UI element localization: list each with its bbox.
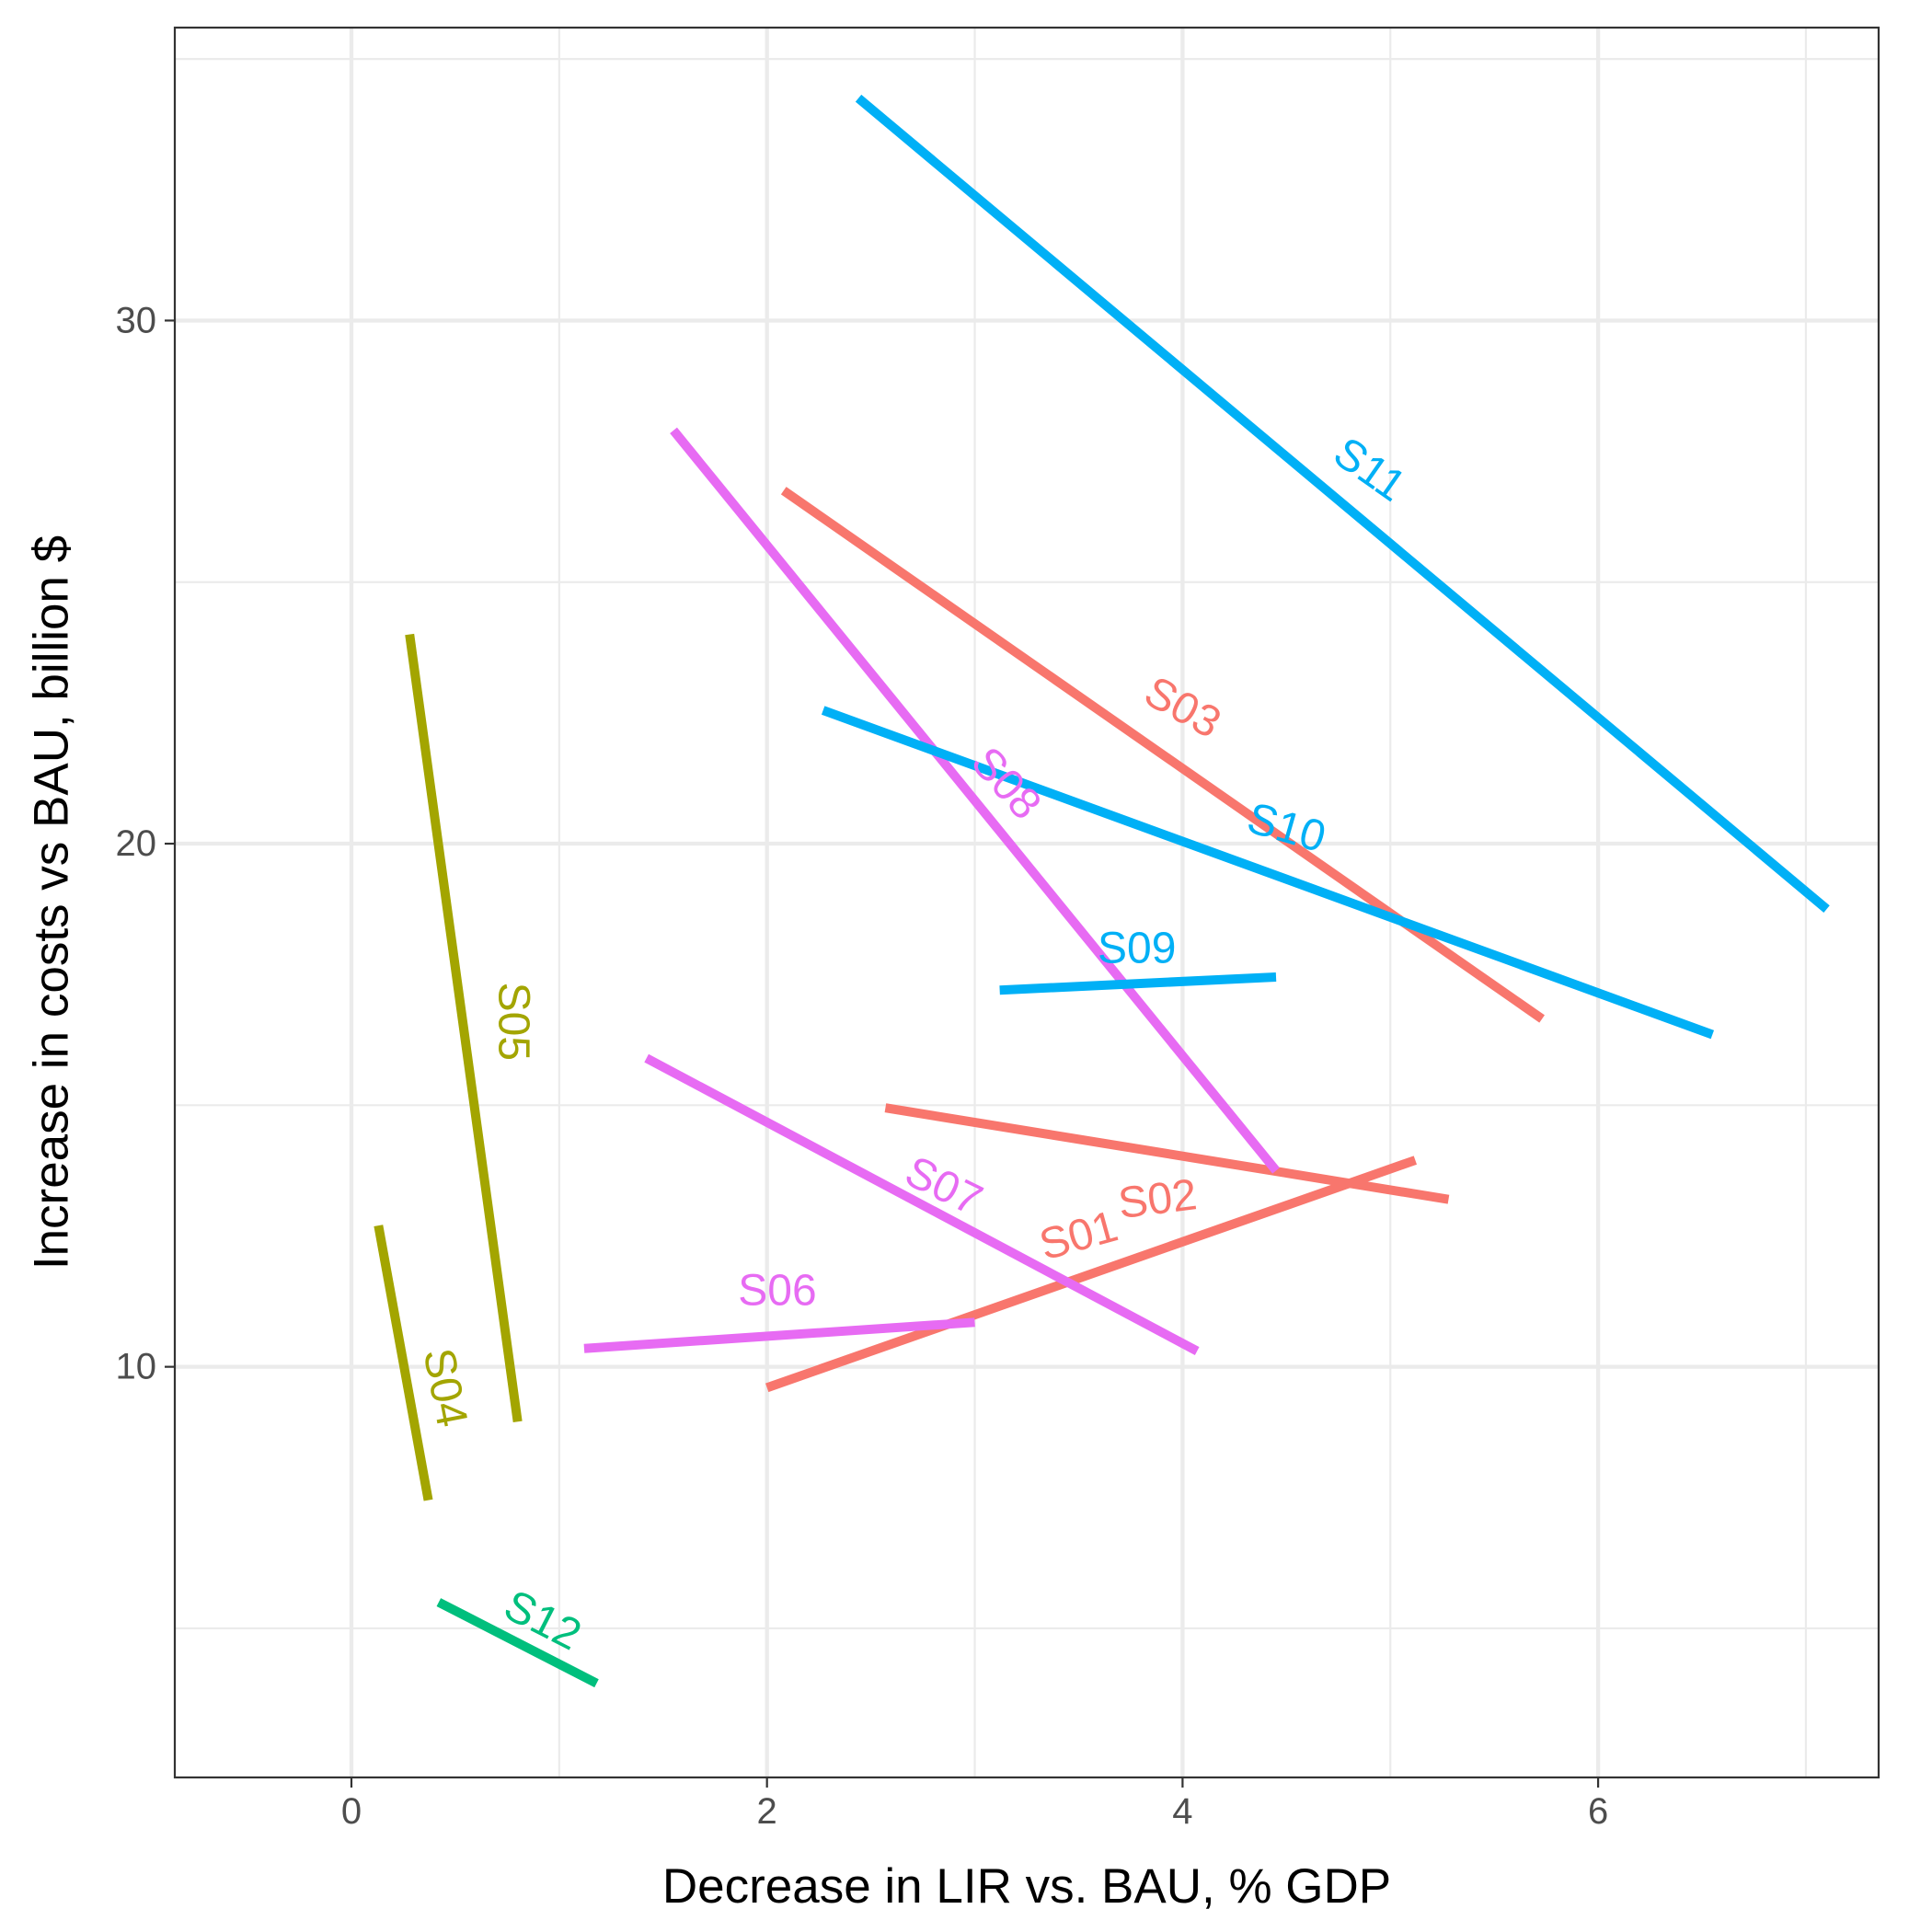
- series-lines: [374, 94, 1830, 1688]
- y-tick-label: 20: [116, 823, 157, 864]
- series-line-s02: [884, 1103, 1450, 1204]
- series-label-s10: S10: [1242, 794, 1331, 862]
- series-label-s05: S05: [489, 983, 538, 1061]
- series-label-s09: S09: [1098, 924, 1176, 972]
- series-line-s05: [405, 633, 523, 1423]
- x-tick-label: 2: [757, 1791, 777, 1832]
- series-line-s08: [670, 427, 1280, 1174]
- x-tick-label: 6: [1588, 1791, 1608, 1832]
- y-tick-label: 10: [116, 1347, 157, 1387]
- series-label-s12: S12: [497, 1581, 589, 1660]
- series-line-s04: [374, 1225, 433, 1501]
- panel-border: [173, 26, 1880, 1779]
- series-line-s01: [765, 1156, 1418, 1393]
- x-tick-label: 4: [1172, 1791, 1192, 1832]
- series-label-s04: S04: [413, 1344, 476, 1431]
- series-line-s11: [855, 94, 1830, 913]
- series-line-s12: [436, 1598, 599, 1688]
- series-label-s01: S01: [1034, 1202, 1122, 1271]
- y-tick-label: 30: [116, 300, 157, 340]
- series-line-s06: [583, 1317, 975, 1353]
- axes: 0 2 4 6 10 20 30: [116, 300, 1609, 1832]
- series-line-s09: [999, 972, 1277, 995]
- series-label-s06: S06: [738, 1267, 816, 1316]
- y-axis-title: Increase in costs vs BAU, billion $: [25, 535, 79, 1270]
- grid: [175, 28, 1879, 1777]
- series-line-s07: [644, 1053, 1200, 1355]
- series-line-s10: [821, 706, 1715, 1040]
- x-tick-label: 0: [341, 1791, 362, 1832]
- series-label-s02: S02: [1116, 1170, 1200, 1228]
- x-axis-title: Decrease in LIR vs. BAU, % GDP: [662, 1859, 1391, 1914]
